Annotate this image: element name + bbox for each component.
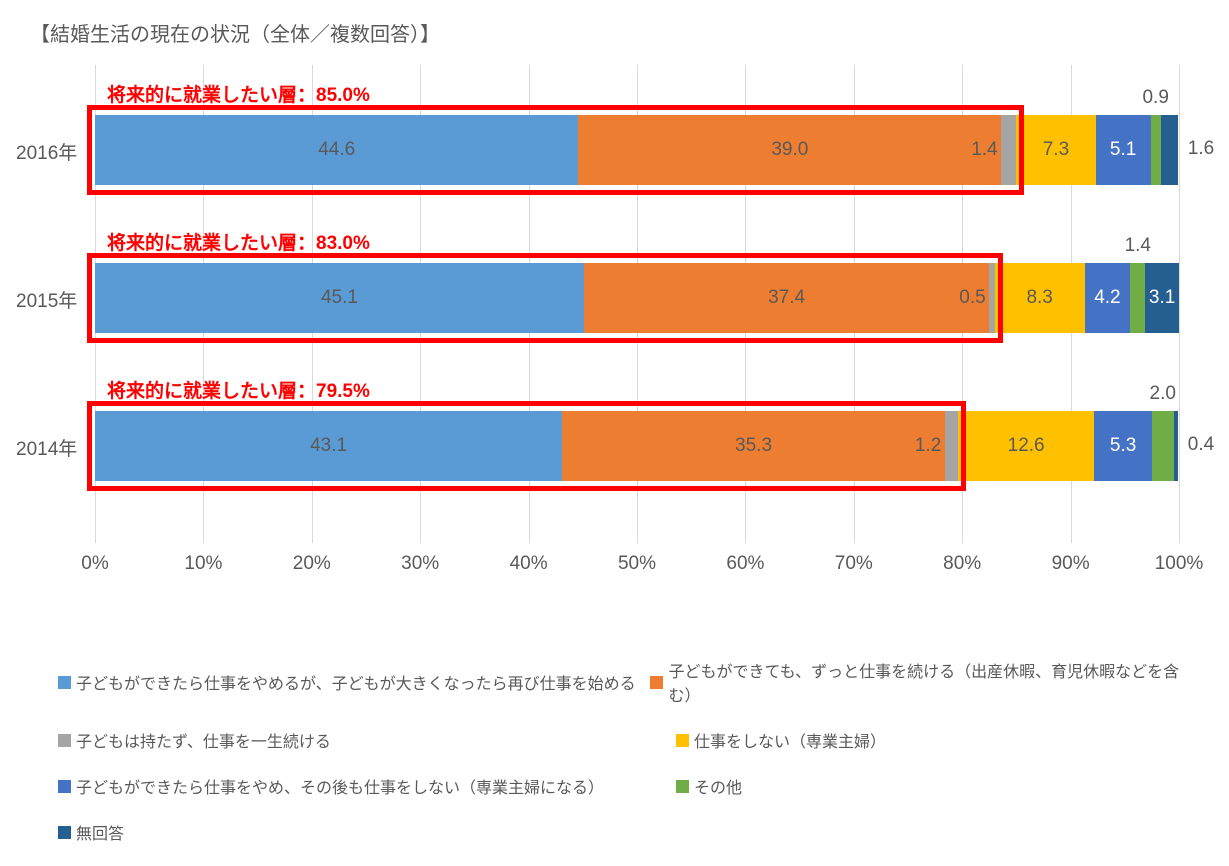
legend-label: 子どもができたら仕事をやめるが、子どもが大きくなったら再び仕事を始める — [76, 670, 636, 694]
bar-segment — [1130, 263, 1145, 333]
x-tick-label: 80% — [943, 553, 981, 575]
bar-row: 43.135.31.212.65.3 — [95, 411, 1179, 481]
x-tick-label: 50% — [618, 553, 656, 575]
segment-label-right: 1.6 — [1188, 138, 1214, 160]
legend-swatch — [58, 734, 71, 747]
legend-swatch — [58, 826, 71, 839]
x-tick-label: 30% — [401, 553, 439, 575]
bar-segment: 7.3 — [1016, 115, 1095, 185]
legend-swatch — [676, 734, 689, 747]
x-tick-label: 10% — [184, 553, 222, 575]
bar-segment: 12.6 — [958, 411, 1095, 481]
x-axis-labels: 0%10%20%30%40%50%60%70%80%90%100% — [95, 553, 1179, 583]
y-category-label: 2016年 — [16, 138, 77, 165]
legend-item: 無回答 — [58, 820, 676, 844]
legend-row: 子どもは持たず、仕事を一生続ける 仕事をしない（専業主婦） — [58, 728, 1188, 752]
bar-segment: 39.0 — [578, 115, 1001, 185]
bar-segment: 43.1 — [95, 411, 562, 481]
legend-label: 子どもは持たず、仕事を一生続ける — [76, 728, 331, 752]
x-tick-label: 60% — [726, 553, 764, 575]
legend-item: 仕事をしない（専業主婦） — [676, 728, 886, 752]
legend-label: 仕事をしない（専業主婦） — [694, 728, 886, 752]
bar-segment: 45.1 — [95, 263, 584, 333]
bar-segment: 44.6 — [95, 115, 578, 185]
bar-segment — [1151, 115, 1161, 185]
segment-label-right: 0.4 — [1188, 434, 1214, 456]
y-category-label: 2014年 — [16, 434, 77, 461]
bar-segment: 1.4 — [1001, 115, 1016, 185]
highlight-label: 将来的に就業したい層：85.0% — [107, 80, 370, 107]
legend-swatch — [58, 780, 71, 793]
chart-title: 【結婚生活の現在の状況（全体／複数回答）】 — [30, 18, 440, 47]
legend-label: 無回答 — [76, 820, 124, 844]
y-category-label: 2015年 — [16, 286, 77, 313]
legend-item: 子どもができたら仕事をやめるが、子どもが大きくなったら再び仕事を始める — [58, 658, 650, 706]
bar-row: 44.639.01.47.35.1 — [95, 115, 1179, 185]
bar-segment — [1152, 411, 1174, 481]
bar-segment: 3.1 — [1145, 263, 1179, 333]
x-tick-label: 100% — [1155, 553, 1204, 575]
bar-segment — [1174, 411, 1178, 481]
plot-area: 44.639.01.47.35.145.137.40.58.34.23.143.… — [95, 65, 1179, 543]
legend: 子どもができたら仕事をやめるが、子どもが大きくなったら再び仕事を始める子どもがで… — [58, 658, 1188, 866]
legend-label: 子どもができても、ずっと仕事を続ける（出産休暇、育児休暇などを含む） — [668, 658, 1188, 706]
bar-segment — [1161, 115, 1178, 185]
legend-swatch — [650, 676, 663, 689]
bar-segment: 5.1 — [1096, 115, 1151, 185]
legend-row: 子どもができたら仕事をやめるが、子どもが大きくなったら再び仕事を始める 子どもがで… — [58, 658, 1188, 706]
bar-segment: 1.2 — [945, 411, 958, 481]
highlight-label: 将来的に就業したい層：83.0% — [107, 228, 370, 255]
legend-item: 子どもができたら仕事をやめ、その後も仕事をしない（専業主婦になる） — [58, 774, 676, 798]
legend-item: 子どもができても、ずっと仕事を続ける（出産休暇、育児休暇などを含む） — [650, 658, 1188, 706]
x-tick-label: 70% — [835, 553, 873, 575]
segment-label-above: 0.9 — [1142, 87, 1168, 109]
legend-label: その他 — [694, 774, 742, 798]
segment-label-above: 1.4 — [1125, 235, 1151, 257]
legend-item: その他 — [676, 774, 742, 798]
bar-row: 45.137.40.58.34.23.1 — [95, 263, 1179, 333]
legend-row: 子どもができたら仕事をやめ、その後も仕事をしない（専業主婦になる） その他 — [58, 774, 1188, 798]
x-tick-label: 90% — [1052, 553, 1090, 575]
bar-segment: 5.3 — [1094, 411, 1151, 481]
legend-item: 子どもは持たず、仕事を一生続ける — [58, 728, 676, 752]
highlight-label: 将来的に就業したい層：79.5% — [107, 376, 370, 403]
legend-swatch — [58, 676, 71, 689]
bar-segment: 8.3 — [995, 263, 1085, 333]
legend-row: 無回答 — [58, 820, 1188, 844]
legend-swatch — [676, 780, 689, 793]
bar-segment: 4.2 — [1085, 263, 1131, 333]
bar-segment: 35.3 — [562, 411, 945, 481]
x-tick-label: 40% — [510, 553, 548, 575]
x-tick-label: 0% — [81, 553, 108, 575]
legend-label: 子どもができたら仕事をやめ、その後も仕事をしない（専業主婦になる） — [76, 774, 604, 798]
gridline — [1179, 65, 1180, 543]
x-tick-label: 20% — [293, 553, 331, 575]
bar-segment: 37.4 — [584, 263, 989, 333]
segment-label-above: 2.0 — [1150, 383, 1176, 405]
